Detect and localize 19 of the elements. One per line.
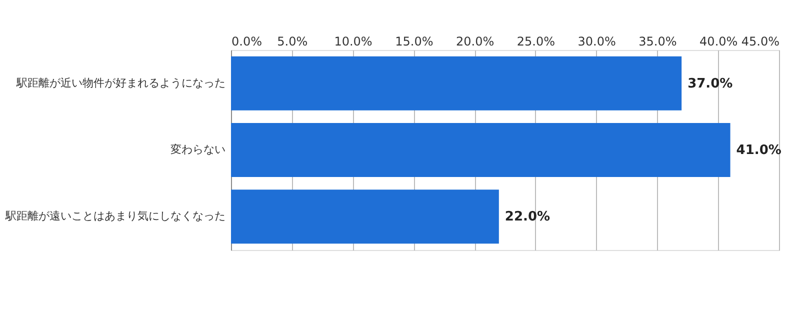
x-tick-label: 30.0% bbox=[578, 34, 616, 48]
x-tick-label: 35.0% bbox=[638, 34, 677, 48]
x-tick-label: 15.0% bbox=[395, 34, 434, 48]
x-tick-label: 0.0% bbox=[232, 34, 262, 48]
bar bbox=[231, 190, 499, 244]
x-tick-label: 10.0% bbox=[334, 34, 372, 48]
data-label: 22.0% bbox=[504, 210, 550, 225]
data-label: 41.0% bbox=[736, 143, 782, 158]
x-tick-label: 45.0% bbox=[741, 34, 780, 48]
data-label: 37.0% bbox=[688, 76, 733, 92]
x-tick-label: 5.0% bbox=[277, 34, 308, 48]
y-tick-label: 駅距離が近い物件が好まれるようになった bbox=[16, 76, 226, 90]
x-tick-label: 20.0% bbox=[456, 34, 494, 48]
y-tick-label: 変わらない bbox=[170, 143, 226, 156]
x-tick-label: 40.0% bbox=[700, 34, 738, 48]
bar bbox=[231, 123, 730, 177]
y-tick-label: 駅距離が遠いことはあまり気にしなくなった bbox=[4, 210, 226, 223]
bar bbox=[231, 56, 682, 110]
x-tick-label: 25.0% bbox=[516, 34, 556, 48]
